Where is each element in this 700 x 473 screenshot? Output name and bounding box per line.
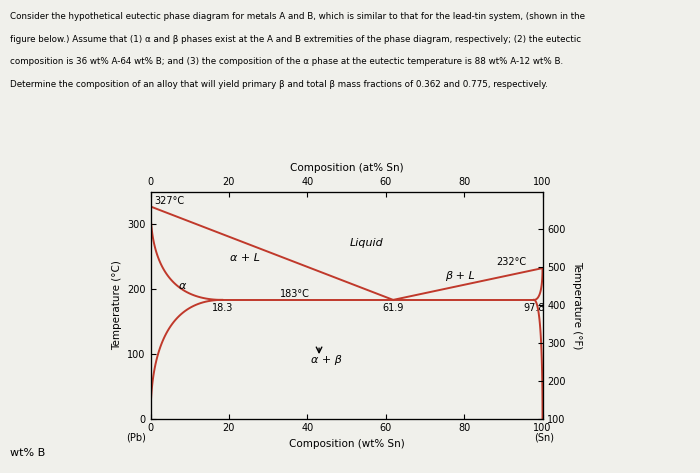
X-axis label: Composition (wt% Sn): Composition (wt% Sn) [288,439,405,449]
Text: 61.9: 61.9 [382,303,404,313]
Text: Determine the composition of an alloy that will yield primary β and total β mass: Determine the composition of an alloy th… [10,80,548,89]
Text: Consider the hypothetical eutectic phase diagram for metals A and B, which is si: Consider the hypothetical eutectic phase… [10,12,585,21]
Text: wt% B: wt% B [10,448,46,458]
Y-axis label: Temperature (°F): Temperature (°F) [573,261,582,349]
Text: Liquid: Liquid [349,238,383,248]
Text: β + L: β + L [445,271,475,281]
Y-axis label: Temperature (°C): Temperature (°C) [111,260,122,350]
Text: α: α [178,280,186,290]
Text: α + β: α + β [312,355,342,365]
Text: 18.3: 18.3 [211,303,233,313]
Text: (Pb): (Pb) [127,433,146,443]
X-axis label: Composition (at% Sn): Composition (at% Sn) [290,163,403,173]
Text: 327°C: 327°C [155,196,185,207]
Text: composition is 36 wt% A-64 wt% B; and (3) the composition of the α phase at the : composition is 36 wt% A-64 wt% B; and (3… [10,57,564,66]
Text: figure below.) Assume that (1) α and β phases exist at the A and B extremities o: figure below.) Assume that (1) α and β p… [10,35,582,44]
Text: 183°C: 183°C [280,289,309,298]
Text: α + L: α + L [230,253,260,263]
Text: 97.8: 97.8 [523,303,545,313]
Text: 232°C: 232°C [497,257,527,267]
Text: (Sn): (Sn) [535,433,554,443]
